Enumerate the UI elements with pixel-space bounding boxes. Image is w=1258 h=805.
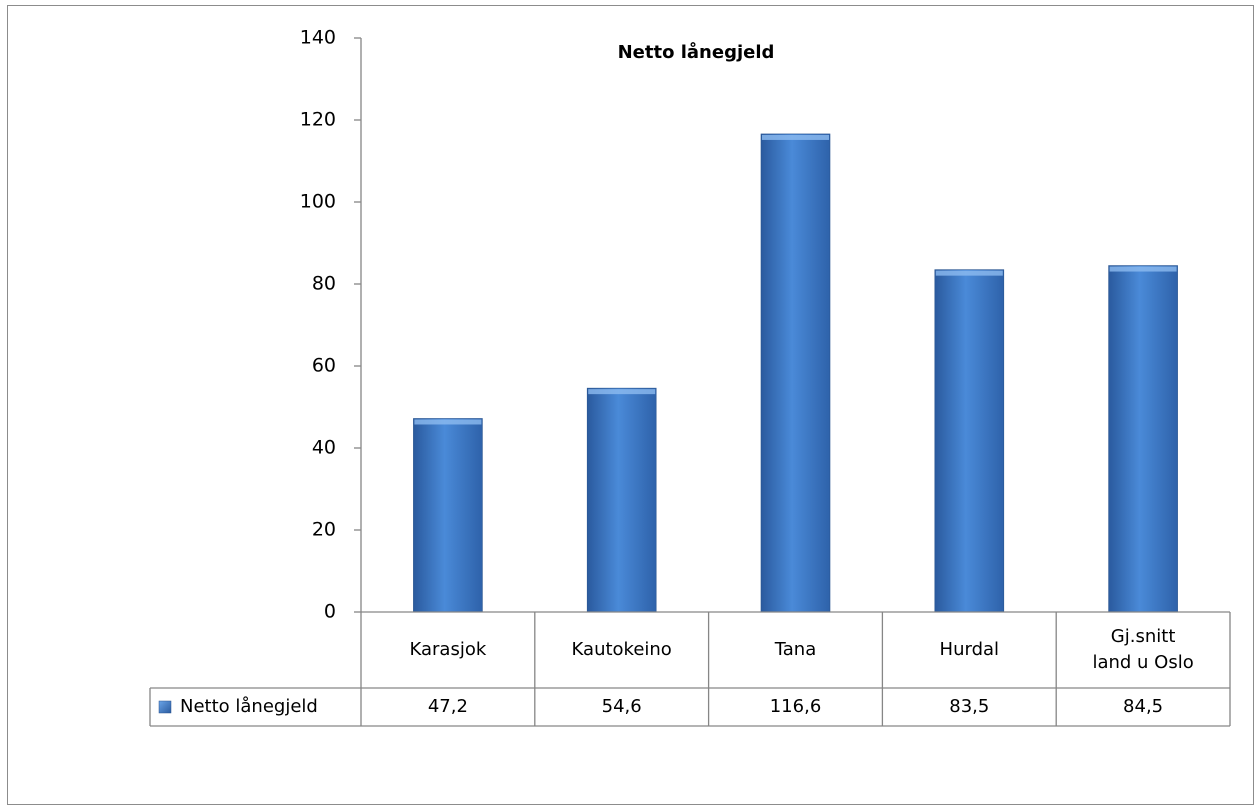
bar-chart: Netto lånegjeld 0 20 40 60 80 100 120 140 Karas… xyxy=(149,27,1231,727)
bar xyxy=(760,133,831,613)
y-tick-label: 0 xyxy=(324,601,336,623)
category-label: Kautokeino xyxy=(572,639,672,660)
bar xyxy=(1108,265,1178,613)
y-tick-label: 140 xyxy=(300,27,336,49)
data-label: 83,5 xyxy=(949,696,989,717)
data-label: 84,5 xyxy=(1123,696,1163,717)
y-tick-label: 120 xyxy=(300,109,336,131)
y-tick-label: 40 xyxy=(312,437,336,459)
category-label: Gj.snitt xyxy=(1111,626,1176,647)
legend-label: Netto lånegjeld xyxy=(180,696,318,717)
category-label: Hurdal xyxy=(940,639,999,660)
bar-highlight xyxy=(414,419,482,425)
y-tick-label: 80 xyxy=(312,273,336,295)
y-tick-label: 20 xyxy=(312,519,336,541)
y-tick-label: 60 xyxy=(312,355,336,377)
bar-highlight xyxy=(762,134,829,140)
y-tick-label: 100 xyxy=(300,191,336,213)
legend-swatch xyxy=(158,700,172,714)
category-label: Tana xyxy=(774,639,816,660)
chart-title: Netto lånegjeld xyxy=(618,41,775,63)
bar xyxy=(934,269,1005,613)
bar xyxy=(586,387,657,613)
bar-highlight xyxy=(588,389,656,395)
bars xyxy=(413,133,1178,613)
data-label: 116,6 xyxy=(770,696,822,717)
data-label: 54,6 xyxy=(602,696,642,717)
data-table: Karasjok 47,2 Kautokeino 54,6 Tana 116,6 Hurda… xyxy=(149,611,1231,727)
data-label: 47,2 xyxy=(428,696,468,717)
bar xyxy=(413,418,483,613)
category-label: land u Oslo xyxy=(1092,652,1193,673)
bar-highlight xyxy=(935,270,1003,276)
category-label: Karasjok xyxy=(410,639,487,660)
bar-highlight xyxy=(1109,266,1177,272)
y-axis: 0 20 40 60 80 100 120 140 xyxy=(300,27,362,623)
